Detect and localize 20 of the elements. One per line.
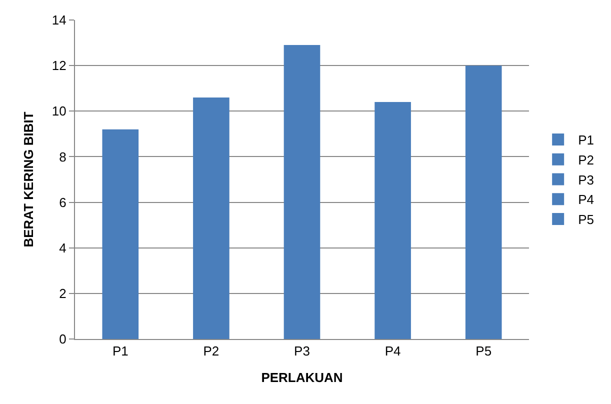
legend-label: P1 <box>578 132 594 148</box>
y-axis-title: BERAT KERING BIBIT <box>20 112 36 248</box>
legend-label: P2 <box>578 152 594 168</box>
y-tick-label: 6 <box>59 194 66 210</box>
y-tick-label: 10 <box>52 104 66 119</box>
legend-label: P4 <box>578 192 594 208</box>
x-axis-title: PERLAKUAN <box>261 370 343 386</box>
x-tick-label: P5 <box>476 344 492 359</box>
y-tick-label: 8 <box>59 149 66 164</box>
x-tick-label: P4 <box>384 344 401 359</box>
legend-label: P5 <box>578 212 594 228</box>
x-tick-label: P1 <box>112 344 128 359</box>
x-tick-label: P3 <box>294 344 310 359</box>
y-tick-label: 14 <box>52 12 66 28</box>
y-tick-label: 2 <box>59 286 66 301</box>
y-tick-label: 0 <box>59 332 66 347</box>
x-tick-label: P2 <box>203 344 220 359</box>
y-tick-label: 4 <box>59 240 66 256</box>
legend-label: P3 <box>578 172 594 188</box>
y-tick-label: 12 <box>52 58 66 74</box>
